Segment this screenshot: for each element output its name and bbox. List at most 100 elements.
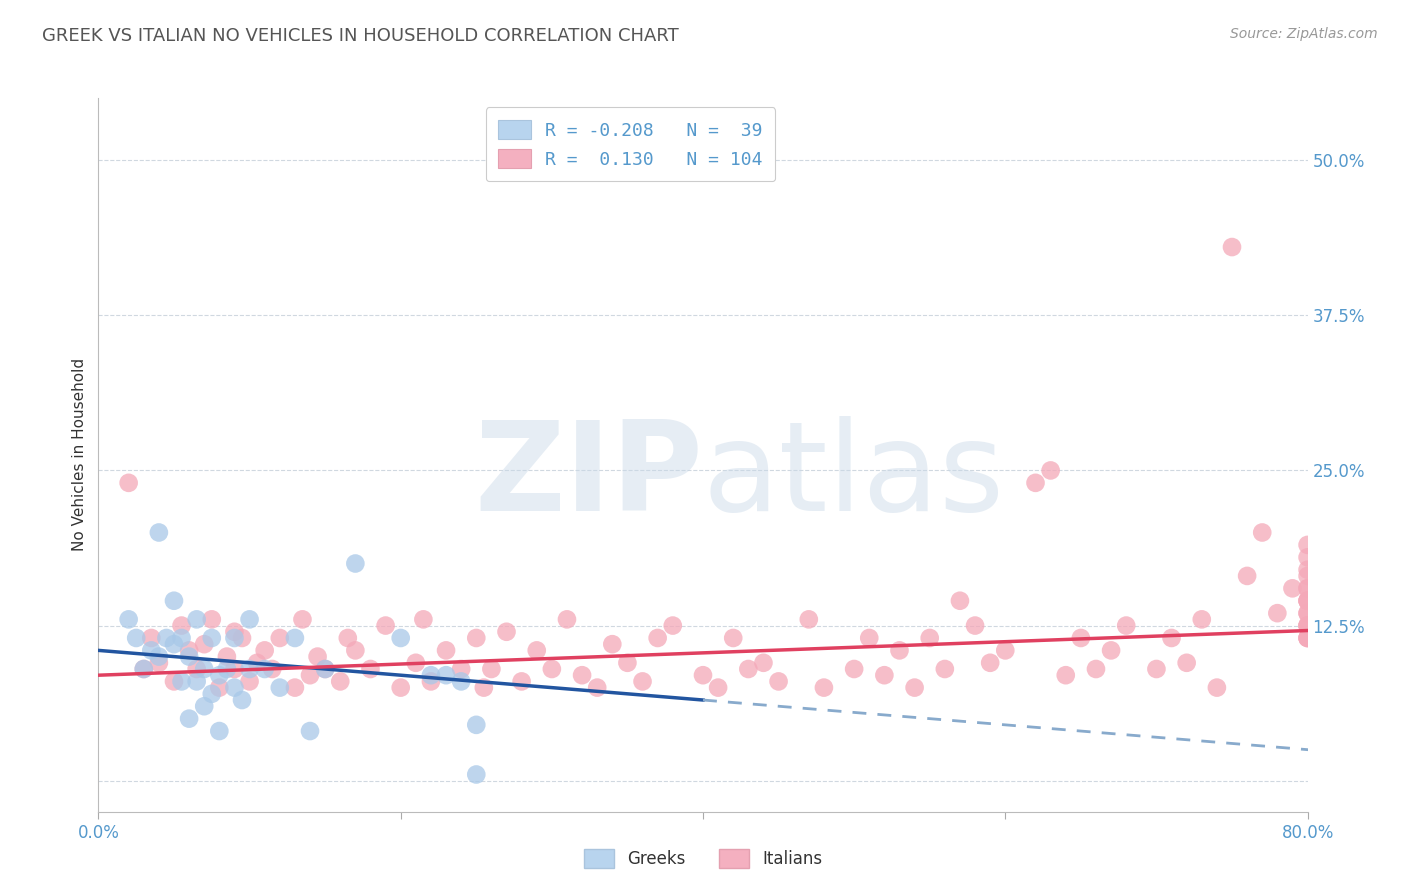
Point bbox=[163, 637, 186, 651]
Point bbox=[844, 662, 866, 676]
Point bbox=[170, 618, 193, 632]
Point bbox=[1296, 631, 1319, 645]
Point bbox=[707, 681, 730, 695]
Point bbox=[1296, 631, 1319, 645]
Point bbox=[155, 631, 177, 645]
Text: atlas: atlas bbox=[703, 416, 1005, 537]
Point bbox=[904, 681, 927, 695]
Point bbox=[269, 681, 291, 695]
Point bbox=[224, 681, 246, 695]
Point bbox=[1296, 618, 1319, 632]
Point bbox=[465, 631, 488, 645]
Point bbox=[329, 674, 352, 689]
Point bbox=[979, 656, 1001, 670]
Point bbox=[1115, 618, 1137, 632]
Point bbox=[510, 674, 533, 689]
Point bbox=[1296, 631, 1319, 645]
Point bbox=[163, 593, 186, 607]
Point bbox=[1054, 668, 1077, 682]
Point bbox=[918, 631, 941, 645]
Point bbox=[314, 662, 336, 676]
Point bbox=[1251, 525, 1274, 540]
Point bbox=[299, 668, 322, 682]
Point bbox=[465, 767, 488, 781]
Point bbox=[752, 656, 775, 670]
Point bbox=[434, 668, 457, 682]
Point bbox=[571, 668, 593, 682]
Point bbox=[1024, 475, 1046, 490]
Point bbox=[586, 681, 609, 695]
Point bbox=[132, 662, 155, 676]
Point bbox=[450, 662, 472, 676]
Point bbox=[692, 668, 714, 682]
Point bbox=[344, 643, 367, 657]
Point bbox=[193, 662, 215, 676]
Point bbox=[170, 674, 193, 689]
Point bbox=[631, 674, 654, 689]
Point bbox=[1265, 606, 1288, 620]
Point bbox=[307, 649, 329, 664]
Point bbox=[1085, 662, 1108, 676]
Point bbox=[1236, 569, 1258, 583]
Point bbox=[555, 612, 578, 626]
Point bbox=[405, 656, 427, 670]
Point bbox=[1296, 538, 1319, 552]
Point bbox=[434, 643, 457, 657]
Legend: Greeks, Italians: Greeks, Italians bbox=[576, 843, 830, 875]
Point bbox=[132, 662, 155, 676]
Point bbox=[170, 631, 193, 645]
Point bbox=[118, 612, 141, 626]
Point bbox=[647, 631, 669, 645]
Point bbox=[262, 662, 284, 676]
Point bbox=[141, 631, 163, 645]
Point bbox=[481, 662, 503, 676]
Point bbox=[148, 525, 170, 540]
Point bbox=[201, 687, 224, 701]
Point bbox=[186, 612, 208, 626]
Point bbox=[231, 631, 253, 645]
Point bbox=[1175, 656, 1198, 670]
Point bbox=[208, 668, 231, 682]
Point bbox=[360, 662, 382, 676]
Point bbox=[148, 649, 170, 664]
Point bbox=[299, 724, 322, 739]
Point bbox=[344, 557, 367, 571]
Point bbox=[1296, 593, 1319, 607]
Point bbox=[1296, 618, 1319, 632]
Point bbox=[472, 681, 495, 695]
Point bbox=[797, 612, 820, 626]
Point bbox=[224, 631, 246, 645]
Point bbox=[412, 612, 434, 626]
Text: GREEK VS ITALIAN NO VEHICLES IN HOUSEHOLD CORRELATION CHART: GREEK VS ITALIAN NO VEHICLES IN HOUSEHOL… bbox=[42, 27, 679, 45]
Point bbox=[246, 656, 269, 670]
Point bbox=[284, 631, 307, 645]
Point bbox=[1296, 618, 1319, 632]
Point bbox=[1296, 606, 1319, 620]
Point bbox=[949, 593, 972, 607]
Point bbox=[1296, 563, 1319, 577]
Point bbox=[374, 618, 396, 632]
Point bbox=[291, 612, 314, 626]
Point bbox=[389, 681, 412, 695]
Point bbox=[1039, 463, 1062, 477]
Point bbox=[215, 649, 238, 664]
Point bbox=[201, 631, 224, 645]
Point bbox=[253, 643, 276, 657]
Point bbox=[239, 662, 262, 676]
Point bbox=[215, 662, 238, 676]
Point bbox=[1144, 662, 1167, 676]
Point bbox=[314, 662, 336, 676]
Point bbox=[1160, 631, 1182, 645]
Point bbox=[540, 662, 562, 676]
Point bbox=[284, 681, 307, 695]
Point bbox=[994, 643, 1017, 657]
Point bbox=[141, 643, 163, 657]
Point bbox=[873, 668, 896, 682]
Point bbox=[177, 649, 201, 664]
Point bbox=[737, 662, 759, 676]
Text: Source: ZipAtlas.com: Source: ZipAtlas.com bbox=[1230, 27, 1378, 41]
Point bbox=[495, 624, 517, 639]
Point bbox=[813, 681, 835, 695]
Point bbox=[1296, 569, 1319, 583]
Point bbox=[163, 674, 186, 689]
